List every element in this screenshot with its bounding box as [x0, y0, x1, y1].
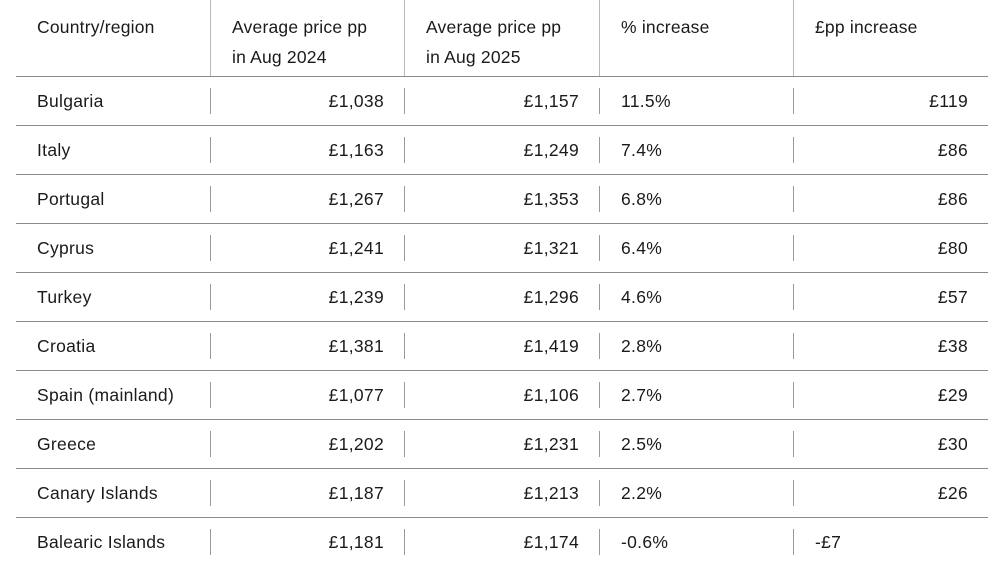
cell-pct-increase: 6.8% — [600, 186, 794, 212]
cell-price-2024: £1,077 — [211, 382, 405, 408]
cell-price-2025: £1,249 — [405, 137, 600, 163]
price-comparison-table: Country/region Average price pp in Aug 2… — [16, 0, 988, 566]
cell-pct-increase: 4.6% — [600, 284, 794, 310]
header-price-2024-line-1: Average price pp — [232, 17, 368, 37]
cell-country: Greece — [16, 431, 211, 457]
cell-pct-increase: 7.4% — [600, 137, 794, 163]
header-price-2025-line-1: Average price pp — [426, 17, 562, 37]
header-country-line-1: Country/region — [37, 17, 155, 37]
cell-pp-increase: £29 — [937, 385, 968, 405]
table-row: Italy £1,163 £1,249 7.4% £86 — [16, 126, 988, 175]
cell-price-2024: £1,267 — [211, 186, 405, 212]
table-row: Canary Islands £1,187 £1,213 2.2% £26 — [16, 469, 988, 518]
cell-price-2024: £1,239 — [211, 284, 405, 310]
cell-country: Italy — [16, 137, 211, 163]
cell-country: Spain (mainland) — [16, 382, 211, 408]
header-price-2025: Average price pp in Aug 2025 — [405, 0, 600, 76]
cell-pp-increase: £80 — [937, 238, 968, 258]
cell-country: Bulgaria — [16, 88, 211, 114]
table-row: Greece £1,202 £1,231 2.5% £30 — [16, 420, 988, 469]
table-row: Spain (mainland) £1,077 £1,106 2.7% £29 — [16, 371, 988, 420]
cell-pp-increase: £86 — [937, 189, 968, 209]
table-row: Portugal £1,267 £1,353 6.8% £86 — [16, 175, 988, 224]
cell-country: Balearic Islands — [16, 529, 211, 555]
cell-pct-increase: 2.7% — [600, 382, 794, 408]
cell-price-2024: £1,163 — [211, 137, 405, 163]
cell-pp-increase: £26 — [937, 483, 968, 503]
cell-price-2024: £1,187 — [211, 480, 405, 506]
table-row: Balearic Islands £1,181 £1,174 -0.6% -£7 — [16, 518, 988, 566]
cell-price-2025: £1,353 — [405, 186, 600, 212]
cell-country: Portugal — [16, 186, 211, 212]
cell-pct-increase: 2.5% — [600, 431, 794, 457]
header-price-2024-line-2: in Aug 2024 — [232, 47, 327, 67]
cell-price-2024: £1,181 — [211, 529, 405, 555]
cell-price-2024: £1,202 — [211, 431, 405, 457]
table-row: Turkey £1,239 £1,296 4.6% £57 — [16, 273, 988, 322]
cell-pp-increase: £38 — [937, 336, 968, 356]
cell-pct-increase: -0.6% — [600, 529, 794, 555]
cell-pp-increase: £30 — [937, 434, 968, 454]
cell-price-2024: £1,038 — [211, 88, 405, 114]
cell-pct-increase: 11.5% — [600, 88, 794, 114]
cell-pp-increase: £57 — [937, 287, 968, 307]
cell-price-2025: £1,106 — [405, 382, 600, 408]
cell-price-2025: £1,296 — [405, 284, 600, 310]
header-price-2024: Average price pp in Aug 2024 — [211, 0, 405, 76]
header-pct-increase-line-1: % increase — [621, 17, 710, 37]
cell-pct-increase: 6.4% — [600, 235, 794, 261]
cell-price-2025: £1,174 — [405, 529, 600, 555]
header-pp-increase: £pp increase — [794, 0, 988, 76]
table-header-row: Country/region Average price pp in Aug 2… — [16, 0, 988, 77]
cell-pct-increase: 2.2% — [600, 480, 794, 506]
table-body: Bulgaria £1,038 £1,157 11.5% £119 Italy £1,163… — [16, 77, 988, 566]
cell-country: Canary Islands — [16, 480, 211, 506]
cell-pct-increase: 2.8% — [600, 333, 794, 359]
cell-price-2025: £1,157 — [405, 88, 600, 114]
cell-pp-increase: £86 — [937, 140, 968, 160]
cell-price-2025: £1,321 — [405, 235, 600, 261]
cell-pp-increase: £119 — [929, 91, 968, 111]
cell-country: Turkey — [16, 284, 211, 310]
cell-price-2024: £1,241 — [211, 235, 405, 261]
cell-country: Croatia — [16, 333, 211, 359]
table-row: Cyprus £1,241 £1,321 6.4% £80 — [16, 224, 988, 273]
header-price-2025-line-2: in Aug 2025 — [426, 47, 521, 67]
cell-price-2025: £1,419 — [405, 333, 600, 359]
cell-pp-increase: -£7 — [815, 532, 842, 552]
cell-price-2025: £1,213 — [405, 480, 600, 506]
header-pct-increase: % increase — [600, 0, 794, 76]
header-pp-increase-line-1: £pp increase — [815, 17, 918, 37]
cell-price-2025: £1,231 — [405, 431, 600, 457]
table-row: Bulgaria £1,038 £1,157 11.5% £119 — [16, 77, 988, 126]
header-country: Country/region — [16, 0, 211, 76]
cell-price-2024: £1,381 — [211, 333, 405, 359]
table-row: Croatia £1,381 £1,419 2.8% £38 — [16, 322, 988, 371]
cell-country: Cyprus — [16, 235, 211, 261]
